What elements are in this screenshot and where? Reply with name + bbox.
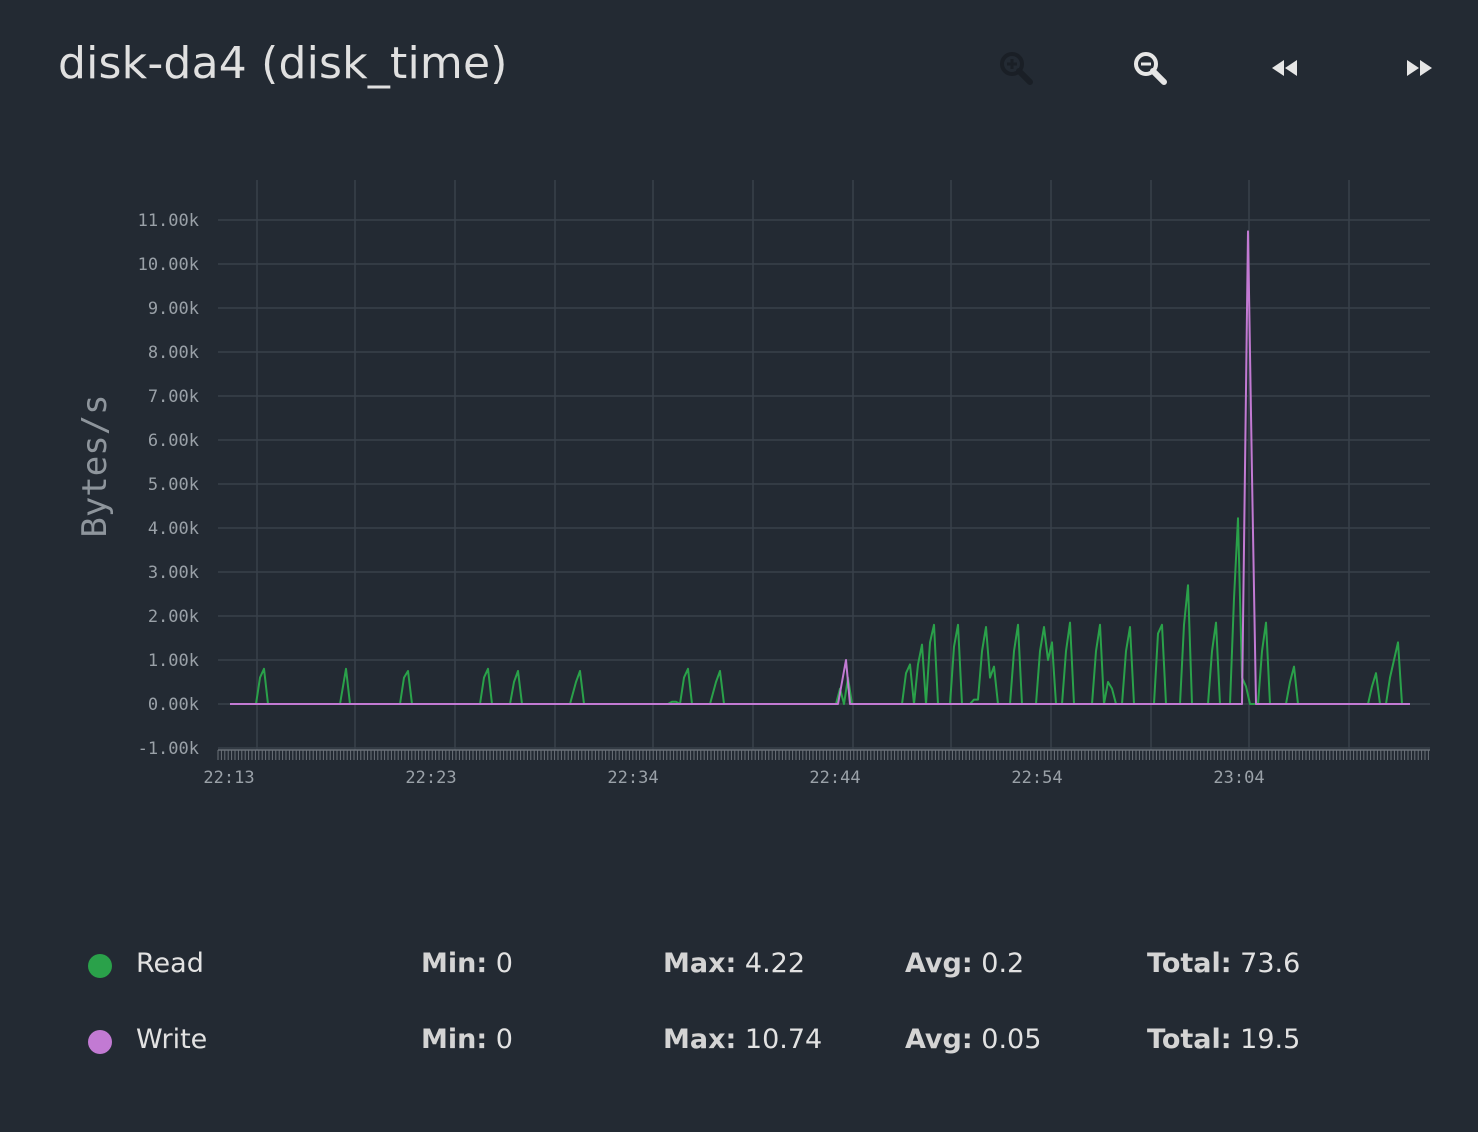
zoom-out-button[interactable]	[1130, 48, 1170, 88]
y-tick-label: -1.00k	[138, 739, 199, 759]
fast-forward-button[interactable]	[1400, 48, 1440, 88]
x-tick-label: 22:54	[1011, 768, 1062, 788]
rewind-button[interactable]	[1264, 48, 1304, 88]
y-tick-label: 4.00k	[148, 519, 199, 539]
y-tick-label: 2.00k	[148, 607, 199, 627]
stat-min: Min: 0	[421, 1024, 513, 1055]
stat-min-value: 0	[495, 1024, 513, 1055]
y-tick-label: 6.00k	[148, 431, 199, 451]
fast-forward-icon	[1407, 60, 1432, 76]
chart-title: disk-da4 (disk_time)	[58, 38, 508, 89]
zoom-in-button[interactable]	[996, 48, 1036, 88]
stat-avg-label: Avg:	[905, 948, 973, 979]
legend-row-write: Write Min: 0 Max: 10.74 Avg: 0.05 Total:…	[0, 1022, 1478, 1062]
x-tick-label: 22:23	[405, 768, 456, 788]
zoom-out-icon	[1134, 52, 1167, 85]
stat-avg: Avg: 0.05	[905, 1024, 1041, 1055]
stat-total-label: Total:	[1147, 948, 1232, 979]
y-tick-label: 5.00k	[148, 475, 199, 495]
line-chart: -1.00k 0.00k 1.00k 2.00k 3.00k 4.00k 5.00k 6.00…	[75, 180, 1430, 788]
stat-min-value: 0	[495, 948, 513, 979]
stat-total-label: Total:	[1147, 1024, 1232, 1055]
stat-avg-value: 0.2	[981, 948, 1025, 979]
stat-avg-value: 0.05	[981, 1024, 1042, 1055]
stat-max: Max: 10.74	[663, 1024, 822, 1055]
stat-total: Total: 73.6	[1147, 948, 1300, 979]
x-tick-label: 22:44	[809, 768, 860, 788]
stat-max: Max: 4.22	[663, 948, 805, 979]
stat-total-value: 19.5	[1240, 1024, 1301, 1055]
y-tick-label: 3.00k	[148, 563, 199, 583]
y-tick-label: 10.00k	[138, 255, 199, 275]
series-line-read	[230, 517, 1410, 705]
legend-marker-read	[88, 954, 112, 978]
legend-marker-write	[88, 1030, 112, 1054]
stat-max-value: 10.74	[744, 1024, 823, 1055]
stat-avg: Avg: 0.2	[905, 948, 1024, 979]
x-tick-label: 22:34	[607, 768, 658, 788]
x-tick-label: 23:04	[1213, 768, 1264, 788]
legend-name: Write	[136, 1024, 208, 1055]
stat-min: Min: 0	[421, 948, 513, 979]
series-line-write	[230, 230, 1410, 705]
zoom-in-icon	[1000, 52, 1033, 85]
stat-total-value: 73.6	[1240, 948, 1301, 979]
y-axis-label: Bytes/s	[75, 394, 115, 537]
y-tick-label: 11.00k	[138, 211, 199, 231]
stat-max-label: Max:	[663, 1024, 737, 1055]
stat-total: Total: 19.5	[1147, 1024, 1300, 1055]
stat-max-label: Max:	[663, 948, 737, 979]
y-tick-label: 9.00k	[148, 299, 199, 319]
rewind-icon	[1272, 60, 1297, 76]
stat-max-value: 4.22	[744, 948, 806, 979]
y-tick-label: 8.00k	[148, 343, 199, 363]
stat-min-label: Min:	[421, 948, 488, 979]
y-tick-label: 7.00k	[148, 387, 199, 407]
stat-avg-label: Avg:	[905, 1024, 973, 1055]
y-tick-label: 1.00k	[148, 651, 199, 671]
y-tick-label: 0.00k	[148, 695, 199, 715]
legend-row-read: Read Min: 0 Max: 4.22 Avg: 0.2 Total: 73…	[0, 946, 1478, 986]
stat-min-label: Min:	[421, 1024, 488, 1055]
legend-name: Read	[136, 948, 204, 979]
x-tick-label: 22:13	[203, 768, 254, 788]
